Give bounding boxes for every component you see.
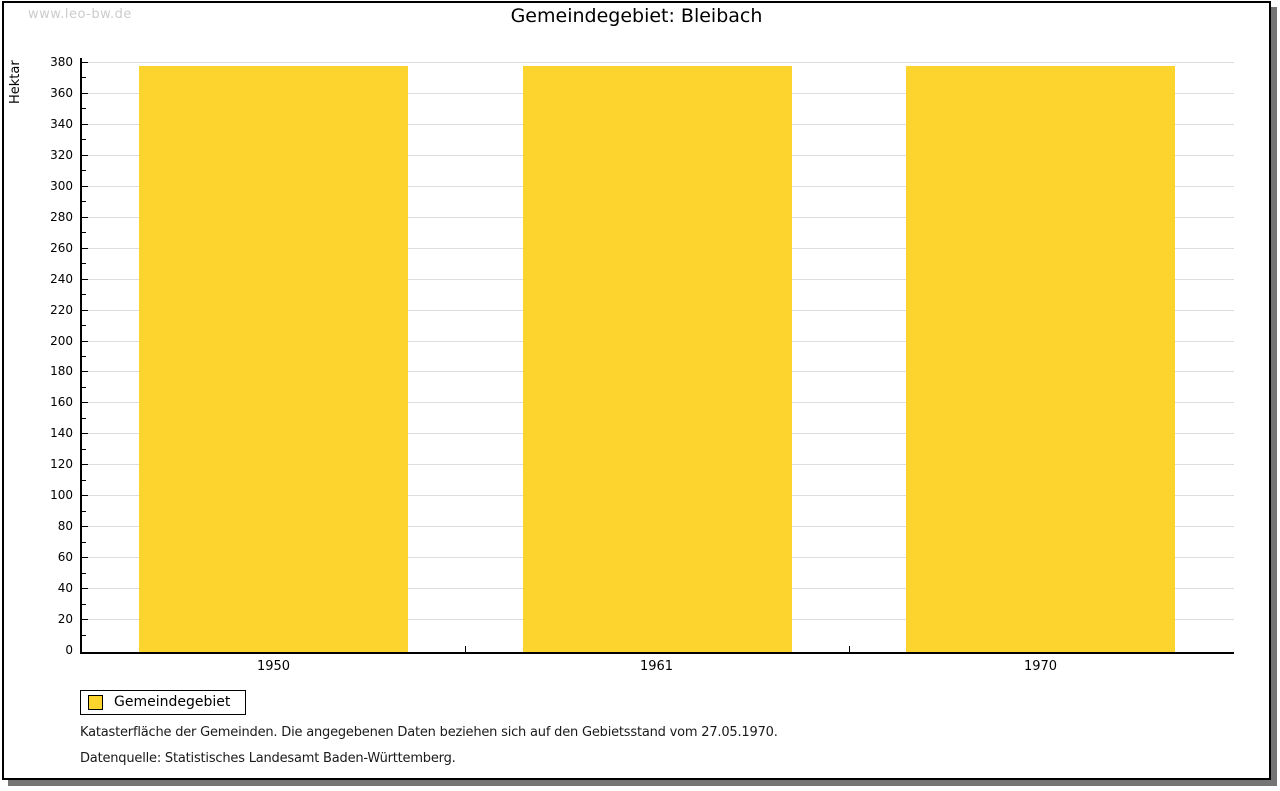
y-tick-label: 40 [57, 581, 73, 595]
y-minor-tick [82, 542, 86, 543]
legend-swatch-icon [88, 694, 103, 710]
y-tick-label: 360 [50, 86, 73, 100]
legend-label: Gemeindegebiet [114, 694, 231, 710]
y-minor-tick [82, 232, 86, 233]
y-tick-label: 140 [50, 426, 73, 440]
y-major-tick [82, 371, 88, 372]
legend-box: Gemeindegebiet [80, 690, 247, 715]
y-minor-tick [82, 294, 86, 295]
y-tick-label: 160 [50, 395, 73, 409]
y-tick-label: 180 [50, 364, 73, 378]
y-major-tick [82, 186, 88, 187]
bar [906, 66, 1175, 652]
y-minor-tick [82, 356, 86, 357]
y-tick-label: 100 [50, 488, 73, 502]
watermark: www.leo-bw.de [28, 7, 132, 22]
y-tick-label: 280 [50, 210, 73, 224]
y-minor-tick [82, 170, 86, 171]
y-major-tick [82, 62, 88, 63]
y-tick-label: 240 [50, 272, 73, 286]
y-major-tick [82, 155, 88, 156]
y-major-tick [82, 93, 88, 94]
y-tick-label: 380 [50, 55, 73, 69]
y-minor-tick [82, 635, 86, 636]
y-major-tick [82, 464, 88, 465]
y-minor-tick [82, 418, 86, 419]
y-major-tick [82, 402, 88, 403]
y-tick-label: 200 [50, 334, 73, 348]
y-gridline [82, 62, 1234, 63]
y-minor-tick [82, 77, 86, 78]
x-tick-label: 1961 [639, 659, 674, 674]
y-major-tick [82, 588, 88, 589]
y-major-tick [82, 341, 88, 342]
y-major-tick [82, 248, 88, 249]
x-tick-label: 1970 [1023, 659, 1058, 674]
bar [523, 66, 792, 652]
y-minor-tick [82, 201, 86, 202]
y-tick-label: 0 [65, 643, 73, 657]
footer-note: Katasterfläche der Gemeinden. Die angege… [80, 725, 778, 740]
x-boundary-tick [465, 646, 466, 652]
x-boundary-tick [849, 646, 850, 652]
y-tick-label: 20 [57, 612, 73, 626]
y-tick-label: 340 [50, 117, 73, 131]
y-major-tick [82, 495, 88, 496]
footer-source: Datenquelle: Statistisches Landesamt Bad… [80, 751, 456, 766]
y-tick-label: 300 [50, 179, 73, 193]
y-minor-tick [82, 511, 86, 512]
y-minor-tick [82, 449, 86, 450]
y-major-tick [82, 124, 88, 125]
chart-frame: www.leo-bw.de Gemeindegebiet: Bleibach H… [2, 1, 1271, 780]
y-tick-label: 220 [50, 303, 73, 317]
y-tick-label: 120 [50, 457, 73, 471]
y-minor-tick [82, 480, 86, 481]
y-major-tick [82, 619, 88, 620]
x-tick-label: 1950 [256, 659, 291, 674]
y-minor-tick [82, 325, 86, 326]
y-minor-tick [82, 139, 86, 140]
y-minor-tick [82, 108, 86, 109]
y-major-tick [82, 279, 88, 280]
plot-area: 0 20 40 60 80 100 120 140 160 180 200 220 240 260 280 3… [50, 55, 1234, 674]
y-major-tick [82, 526, 88, 527]
y-tick-label: 80 [57, 519, 73, 533]
bar [139, 66, 408, 652]
y-minor-tick [82, 387, 86, 388]
y-tick-label: 60 [57, 550, 73, 564]
y-major-tick [82, 557, 88, 558]
y-minor-tick [82, 263, 86, 264]
y-axis-line-extension [80, 58, 82, 62]
y-major-tick [82, 433, 88, 434]
y-major-tick [82, 217, 88, 218]
y-tick-label: 320 [50, 148, 73, 162]
y-minor-tick [82, 573, 86, 574]
chart-title: Gemeindegebiet: Bleibach [510, 5, 763, 27]
y-minor-tick [82, 604, 86, 605]
y-major-tick [82, 310, 88, 311]
y-tick-label: 260 [50, 241, 73, 255]
y-axis-title: Hektar [8, 60, 23, 104]
